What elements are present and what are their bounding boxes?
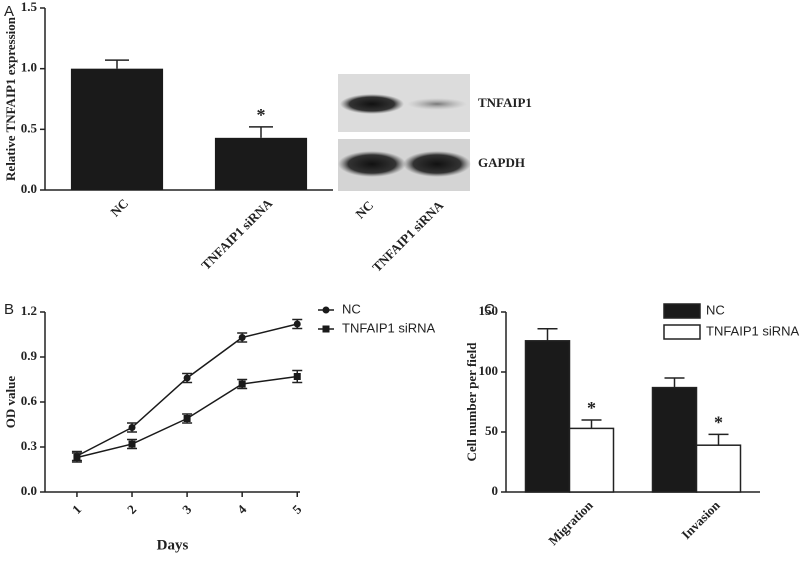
bar [568,427,615,493]
legend-label: NC [342,301,361,316]
x-tick-label: 4 [234,501,250,517]
legend-swatch [663,324,701,340]
series-line [76,323,298,457]
x-tick-label: 1 [69,502,84,517]
blot-band [407,98,467,110]
blot-lane-label: NC [352,198,376,222]
x-tick-label: 2 [124,502,139,517]
x-tick-label: 5 [289,501,305,517]
significance-mark: * [587,398,596,418]
marker [238,380,246,388]
blot-band-label: TNFAIP1 [478,95,532,110]
y-tick-label: 0.5 [21,120,38,135]
x-tick-label: NC [107,196,131,220]
legend-marker [322,325,330,333]
legend-marker [322,306,330,314]
y-tick-label: 0.0 [21,483,37,498]
blot-band [403,151,471,177]
significance-mark: * [257,105,266,125]
x-tick-label: Invasion [678,497,723,542]
bar [524,340,571,493]
marker [128,424,136,431]
y-tick-label: 1.0 [21,60,37,75]
blot-lane-label: TNFAIP1 siRNA [369,197,447,275]
y-axis-label: OD value [3,376,18,429]
legend-label: TNFAIP1 siRNA [342,320,436,335]
panel-label: C [484,301,495,318]
y-tick-label: 0.3 [21,438,38,453]
y-tick-label: 0.9 [21,348,38,363]
y-tick-label: 1.2 [21,303,37,318]
marker [238,334,246,341]
marker [293,320,301,328]
marker [183,415,191,422]
y-tick-label: 100 [479,363,499,378]
y-tick-label: 0 [492,483,499,498]
bar [695,444,742,493]
y-tick-label: 50 [485,423,498,438]
marker [128,440,136,448]
y-axis-label: Cell number per field [464,342,479,462]
marker [293,373,301,380]
blot-band [338,151,406,177]
bar [651,386,698,493]
bar [214,137,308,190]
blot-band [340,94,404,114]
y-tick-label: 0.6 [21,393,38,408]
y-tick-label: 0.0 [21,181,37,196]
legend-label: TNFAIP1 siRNA [706,323,800,338]
significance-mark: * [714,413,723,433]
panel-label: B [4,301,14,318]
legend-swatch [663,303,701,319]
blot-band-label: GAPDH [478,155,525,170]
legend-label: NC [706,302,725,317]
x-axis-label: Days [157,537,189,553]
x-tick-label: Migration [545,497,596,548]
western-blot: TNFAIP1 GAPDH NC TNFAIP1 siRNA [338,74,532,275]
panel-label: A [4,3,14,20]
x-tick-label: TNFAIP1 siRNA [198,195,276,273]
marker [73,454,81,461]
y-axis-label: Relative TNFAIP1 expression [3,16,18,181]
marker [183,374,191,382]
y-tick-label: 150 [479,303,499,318]
y-tick-label: 1.5 [21,0,38,14]
x-tick-label: 3 [179,501,195,517]
bar [70,68,164,190]
